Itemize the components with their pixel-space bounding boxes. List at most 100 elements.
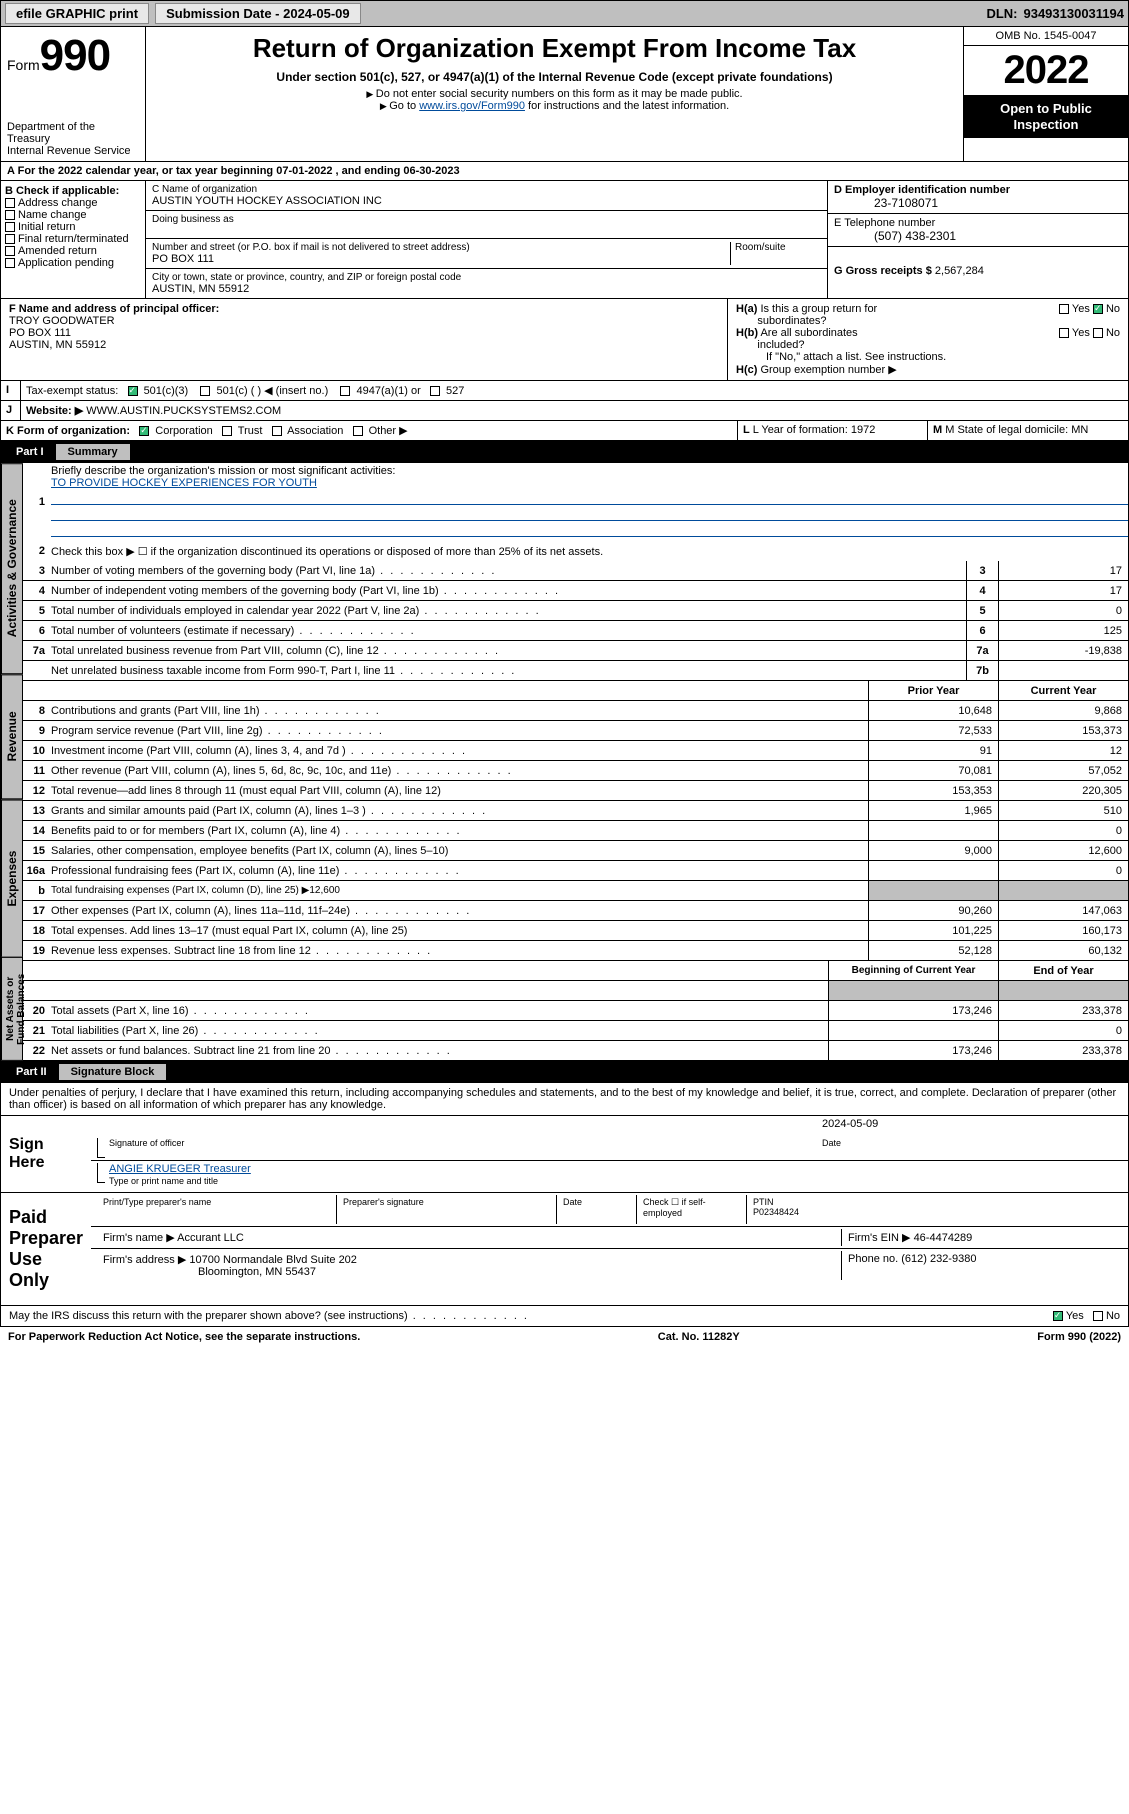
section-klm: K Form of organization: Corporation Trus… xyxy=(0,421,1129,441)
l22-cy: 233,378 xyxy=(998,1041,1128,1060)
checkbox-4947[interactable] xyxy=(340,386,350,396)
section-b: B Check if applicable: Address change Na… xyxy=(1,181,146,298)
fh-block: F Name and address of principal officer:… xyxy=(0,299,1129,381)
line-a: A For the 2022 calendar year, or tax yea… xyxy=(0,162,1129,181)
checkbox-corp[interactable] xyxy=(139,426,149,436)
dln-label: DLN: xyxy=(986,6,1017,21)
part-i-bar: Part I Summary xyxy=(0,441,1129,463)
l20-cy: 233,378 xyxy=(998,1001,1128,1020)
checkbox-address-change[interactable] xyxy=(5,198,15,208)
l17-py: 90,260 xyxy=(868,901,998,920)
checkbox-ha-yes[interactable] xyxy=(1059,304,1069,314)
l8-py: 10,648 xyxy=(868,701,998,720)
irs-link[interactable]: www.irs.gov/Form990 xyxy=(419,100,525,112)
firm-phone: (612) 232-9380 xyxy=(901,1253,976,1265)
top-bar: efile GRAPHIC print Submission Date - 20… xyxy=(0,0,1129,27)
line4-val: 17 xyxy=(998,581,1128,600)
street-address: PO BOX 111 xyxy=(152,253,214,265)
l12-cy: 220,305 xyxy=(998,781,1128,800)
submission-date-button[interactable]: Submission Date - 2024-05-09 xyxy=(155,3,361,24)
l14-cy: 0 xyxy=(998,821,1128,840)
summary-section: Activities & Governance Revenue Expenses… xyxy=(0,463,1129,1061)
firm-address-2: Bloomington, MN 55437 xyxy=(103,1266,316,1278)
firm-ein: 46-4474289 xyxy=(914,1232,973,1244)
l9-cy: 153,373 xyxy=(998,721,1128,740)
discuss-question: May the IRS discuss this return with the… xyxy=(9,1310,529,1322)
l12-py: 153,353 xyxy=(868,781,998,800)
form-note-1: Do not enter social security numbers on … xyxy=(156,88,953,100)
l15-cy: 12,600 xyxy=(998,841,1128,860)
line6-val: 125 xyxy=(998,621,1128,640)
section-c: C Name of organizationAUSTIN YOUTH HOCKE… xyxy=(146,181,828,298)
checkbox-assoc[interactable] xyxy=(272,426,282,436)
department-label: Department of the Treasury Internal Reve… xyxy=(7,121,139,157)
l13-py: 1,965 xyxy=(868,801,998,820)
efile-button[interactable]: efile GRAPHIC print xyxy=(5,3,149,24)
firm-address-1: 10700 Normandale Blvd Suite 202 xyxy=(189,1254,357,1266)
section-d-e-g: D Employer identification number23-71080… xyxy=(828,181,1128,298)
line5-val: 0 xyxy=(998,601,1128,620)
omb-number: OMB No. 1545-0047 xyxy=(964,27,1128,46)
sig-date: 2024-05-09 xyxy=(822,1118,1122,1134)
checkbox-discuss-yes[interactable] xyxy=(1053,1311,1063,1321)
checkbox-name-change[interactable] xyxy=(5,210,15,220)
l18-cy: 160,173 xyxy=(998,921,1128,940)
city-state-zip: AUSTIN, MN 55912 xyxy=(152,283,249,295)
checkbox-final-return[interactable] xyxy=(5,234,15,244)
ptin-value: P02348424 xyxy=(753,1207,799,1217)
dln-value: 93493130031194 xyxy=(1023,6,1124,21)
vtab-revenue: Revenue xyxy=(1,674,23,799)
l19-py: 52,128 xyxy=(868,941,998,960)
vtab-netassets: Net Assets or Fund Balances xyxy=(1,957,23,1061)
l13-cy: 510 xyxy=(998,801,1128,820)
checkbox-501c3[interactable] xyxy=(128,386,138,396)
l19-cy: 60,132 xyxy=(998,941,1128,960)
l20-py: 173,246 xyxy=(828,1001,998,1020)
mission-text: TO PROVIDE HOCKEY EXPERIENCES FOR YOUTH xyxy=(51,477,317,489)
checkbox-amended[interactable] xyxy=(5,246,15,256)
l17-cy: 147,063 xyxy=(998,901,1128,920)
checkbox-527[interactable] xyxy=(430,386,440,396)
checkbox-other[interactable] xyxy=(353,426,363,436)
paid-preparer-label: Paid Preparer Use Only xyxy=(1,1193,91,1305)
checkbox-pending[interactable] xyxy=(5,258,15,268)
submission-date-label: Submission Date - xyxy=(166,6,283,21)
checkbox-initial-return[interactable] xyxy=(5,222,15,232)
submission-date-value: 2024-05-09 xyxy=(283,6,350,21)
vtab-governance: Activities & Governance xyxy=(1,463,23,674)
l15-py: 9,000 xyxy=(868,841,998,860)
ein-value: 23-7108071 xyxy=(834,196,1122,210)
page-footer: For Paperwork Reduction Act Notice, see … xyxy=(0,1327,1129,1347)
checkbox-hb-no[interactable] xyxy=(1093,328,1103,338)
officer-name: TROY GOODWATER xyxy=(9,315,115,327)
l18-py: 101,225 xyxy=(868,921,998,940)
checkbox-trust[interactable] xyxy=(222,426,232,436)
l10-py: 91 xyxy=(868,741,998,760)
sign-here-label: Sign Here xyxy=(1,1116,91,1192)
checkbox-ha-no[interactable] xyxy=(1093,304,1103,314)
section-j: J Website: ▶ WWW.AUSTIN.PUCKSYSTEMS2.COM xyxy=(0,401,1129,421)
l22-py: 173,246 xyxy=(828,1041,998,1060)
checkbox-discuss-no[interactable] xyxy=(1093,1311,1103,1321)
form-subtitle: Under section 501(c), 527, or 4947(a)(1)… xyxy=(156,70,953,84)
year-formation: 1972 xyxy=(851,424,875,436)
line7b-val xyxy=(998,661,1128,680)
identity-block: B Check if applicable: Address change Na… xyxy=(0,181,1129,299)
vtab-expenses: Expenses xyxy=(1,800,23,958)
form-number: Form990 xyxy=(7,31,139,81)
l21-py xyxy=(828,1021,998,1040)
signature-block: Under penalties of perjury, I declare th… xyxy=(0,1083,1129,1327)
form-title: Return of Organization Exempt From Incom… xyxy=(156,33,953,64)
section-f: F Name and address of principal officer:… xyxy=(1,299,728,380)
line3-val: 17 xyxy=(998,561,1128,580)
org-name: AUSTIN YOUTH HOCKEY ASSOCIATION INC xyxy=(152,195,382,207)
checkbox-hb-yes[interactable] xyxy=(1059,328,1069,338)
website-value: WWW.AUSTIN.PUCKSYSTEMS2.COM xyxy=(86,405,281,417)
firm-name: Accurant LLC xyxy=(177,1232,244,1244)
checkbox-501c[interactable] xyxy=(200,386,210,396)
l10-cy: 12 xyxy=(998,741,1128,760)
section-i: I Tax-exempt status: 501(c)(3) 501(c) ( … xyxy=(0,381,1129,401)
section-h: H(a) Is this a group return for subordin… xyxy=(728,299,1128,380)
legal-domicile: MN xyxy=(1071,424,1088,436)
tax-year: 2022 xyxy=(964,46,1128,95)
